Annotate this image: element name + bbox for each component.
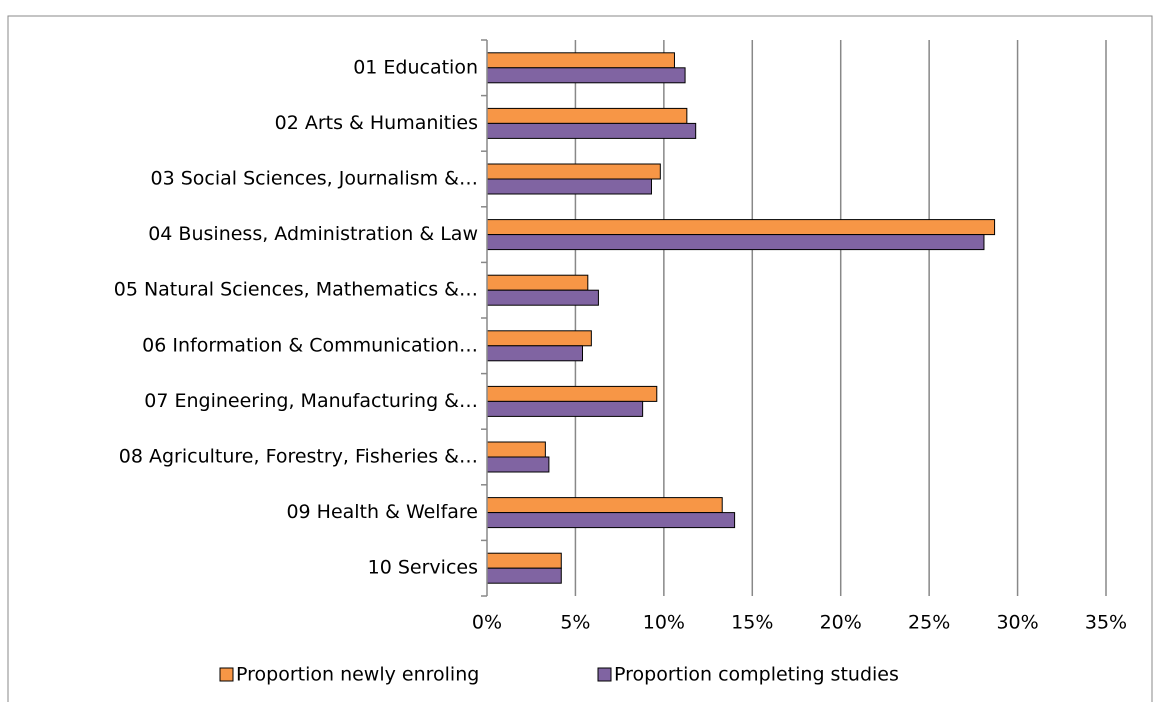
- bar: [486, 441, 546, 458]
- bar: [486, 67, 686, 84]
- legend-label: Proportion completing studies: [614, 664, 899, 686]
- y-tick-label: 03 Social Sciences, Journalism &…: [151, 168, 478, 190]
- bar: [486, 178, 652, 195]
- bar: [486, 400, 644, 417]
- y-tick-label: 09 Health & Welfare: [286, 501, 478, 523]
- x-tick-label: 25%: [908, 612, 950, 634]
- x-tick-label: 10%: [643, 612, 685, 634]
- y-tick-label: 04 Business, Administration & Law: [148, 223, 478, 245]
- bar: [486, 274, 589, 291]
- bar: [486, 234, 985, 251]
- x-tick-label: 30%: [996, 612, 1038, 634]
- bar: [486, 345, 584, 362]
- bar: [486, 456, 550, 473]
- x-tick-label: 0%: [472, 612, 502, 634]
- y-tick-label: 07 Engineering, Manufacturing &…: [144, 390, 478, 412]
- bar: [486, 52, 675, 69]
- x-tick-label: 35%: [1085, 612, 1127, 634]
- legend-swatch: [219, 667, 234, 682]
- y-tick-label: 06 Information & Communication…: [142, 334, 478, 356]
- x-tick-label: 15%: [731, 612, 773, 634]
- y-tick-label: 01 Education: [353, 56, 478, 78]
- y-tick-label: 02 Arts & Humanities: [275, 112, 478, 134]
- bar: [486, 552, 562, 569]
- bar: [486, 385, 658, 402]
- x-tick-label: 20%: [820, 612, 862, 634]
- y-tick-label: 10 Services: [368, 557, 478, 579]
- bar: [486, 330, 592, 347]
- legend-label: Proportion newly enroling: [236, 664, 479, 686]
- y-tick-label: 08 Agriculture, Forestry, Fisheries &…: [119, 446, 478, 468]
- legend-swatch: [597, 667, 612, 682]
- chart-frame: [7, 15, 1153, 702]
- bar: [486, 497, 723, 514]
- y-tick-label: 05 Natural Sciences, Mathematics &…: [114, 279, 478, 301]
- bar: [486, 289, 599, 306]
- bar: [486, 567, 562, 584]
- bar: [486, 219, 996, 236]
- x-tick-label: 5%: [560, 612, 590, 634]
- bar: [486, 512, 736, 529]
- bar: [486, 163, 661, 180]
- bar: [486, 107, 688, 124]
- bar: [486, 122, 697, 139]
